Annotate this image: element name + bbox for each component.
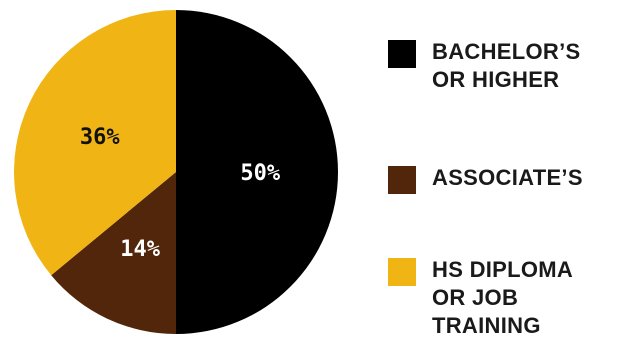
legend: BACHELOR’S OR HIGHER ASSOCIATE’S HS DIPL… — [388, 0, 627, 354]
pie-label-associates: 14% — [120, 237, 160, 262]
pie-slice-bachelors — [176, 10, 338, 334]
legend-swatch-bachelors — [388, 40, 416, 68]
legend-item-bachelors: BACHELOR’S OR HIGHER — [388, 38, 612, 94]
legend-label-line: TRAINING — [432, 313, 541, 338]
pie-label-bachelors: 50% — [240, 161, 280, 186]
legend-label-bachelors: BACHELOR’S OR HIGHER — [432, 38, 612, 94]
pie-slice-hs-diploma — [13, 10, 177, 276]
legend-label-line: OR HIGHER — [432, 67, 560, 92]
legend-swatch-hs-diploma — [388, 258, 416, 286]
legend-label-line: HS DIPLOMA — [432, 257, 574, 282]
legend-item-hs-diploma: HS DIPLOMA OR JOB TRAINING — [388, 256, 612, 340]
pie-label-hs-diploma: 36% — [80, 125, 120, 150]
legend-label-hs-diploma: HS DIPLOMA OR JOB TRAINING — [432, 256, 612, 340]
legend-swatch-associates — [388, 166, 416, 194]
pie-slice-associates — [51, 172, 177, 334]
legend-item-associates: ASSOCIATE’S — [388, 164, 612, 194]
legend-label-line: OR JOB — [432, 285, 519, 310]
pie-chart-svg: 50% 14% 36% — [13, 10, 338, 334]
legend-label-line: BACHELOR’S — [432, 39, 581, 64]
legend-label-line: ASSOCIATE’S — [432, 165, 583, 190]
legend-label-associates: ASSOCIATE’S — [432, 164, 612, 192]
